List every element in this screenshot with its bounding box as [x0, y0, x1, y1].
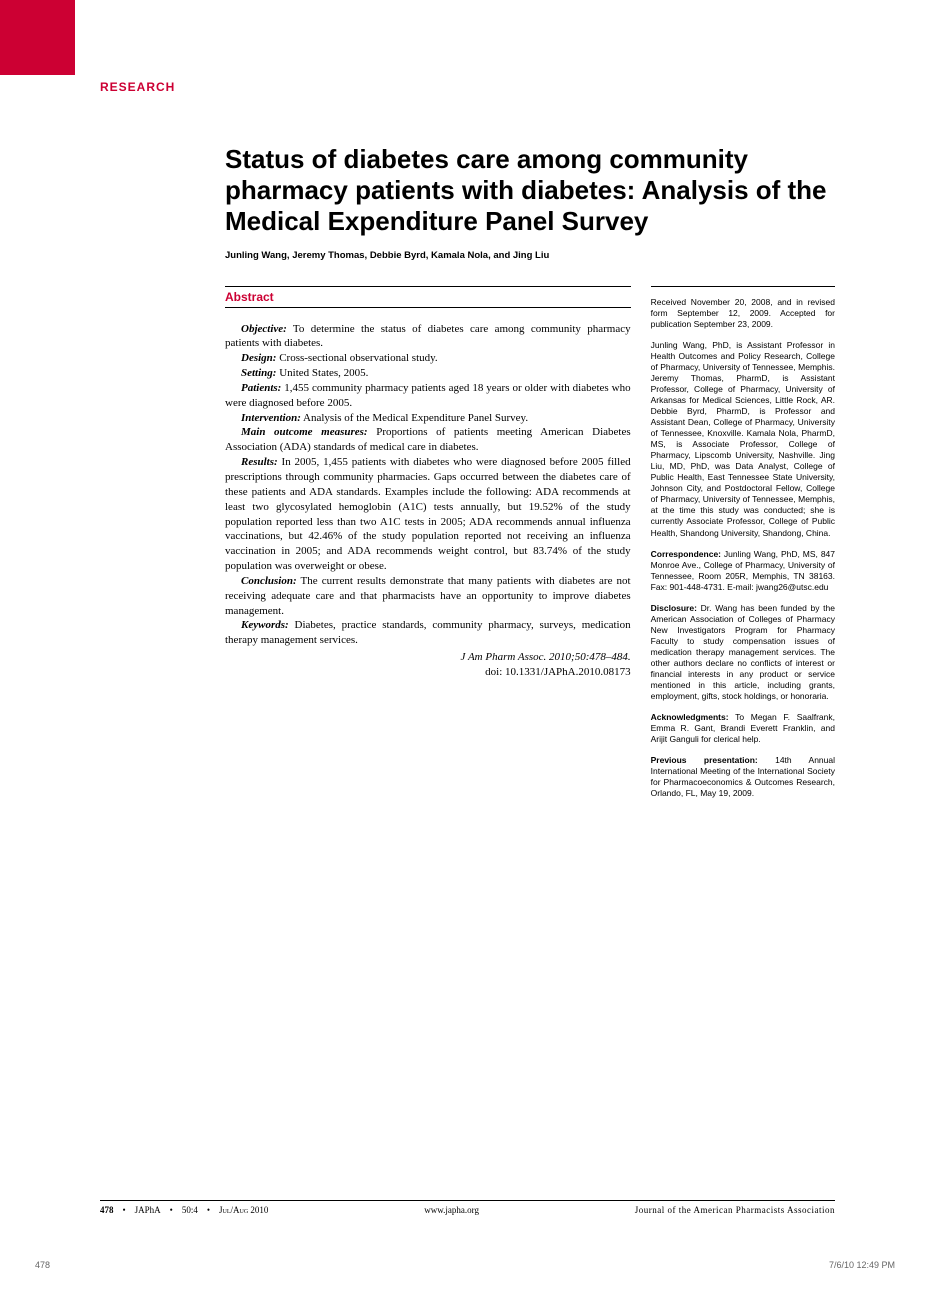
abstract-design: Design: Cross-sectional observational st…: [225, 351, 631, 366]
authors-line: Junling Wang, Jeremy Thomas, Debbie Byrd…: [225, 250, 835, 261]
footer-sep: •: [207, 1205, 210, 1215]
label-intervention: Intervention:: [241, 412, 301, 424]
label-measures: Main outcome measures:: [241, 426, 368, 438]
text-results: In 2005, 1,455 patients with diabetes wh…: [225, 456, 631, 572]
abstract-conclusion: Conclusion: The current results demonstr…: [225, 574, 631, 619]
footer-sep: •: [123, 1205, 126, 1215]
section-label: RESEARCH: [100, 80, 930, 94]
label-patients: Patients:: [241, 382, 281, 394]
text-design: Cross-sectional observational study.: [276, 352, 437, 364]
sidebar-rule: [651, 286, 835, 287]
footer-sep: •: [170, 1205, 173, 1215]
label-results: Results:: [241, 456, 278, 468]
two-column-layout: Abstract Objective: To determine the sta…: [225, 286, 835, 810]
citation: J Am Pharm Assoc. 2010;50:478–484.: [225, 650, 631, 665]
label-keywords: Keywords:: [241, 619, 289, 631]
content-area: Status of diabetes care among community …: [0, 94, 930, 809]
abstract-intervention: Intervention: Analysis of the Medical Ex…: [225, 411, 631, 426]
label-conclusion: Conclusion:: [241, 575, 297, 587]
page-bottom-num: 478: [35, 1260, 50, 1270]
acknowledgments-label: Acknowledgments:: [651, 712, 729, 722]
footer-url: www.japha.org: [424, 1205, 479, 1215]
abstract-objective: Objective: To determine the status of di…: [225, 322, 631, 352]
bios-block: Junling Wang, PhD, is Assistant Professo…: [651, 340, 835, 539]
abstract-setting: Setting: United States, 2005.: [225, 366, 631, 381]
disclosure-block: Disclosure: Dr. Wang has been funded by …: [651, 603, 835, 702]
abstract-header: Abstract: [225, 286, 631, 308]
disclosure-text: Dr. Wang has been funded by the American…: [651, 603, 835, 701]
footer-journal-abbr: JAPhA: [135, 1205, 161, 1215]
label-objective: Objective:: [241, 323, 287, 335]
abstract-patients: Patients: 1,455 community pharmacy patie…: [225, 381, 631, 411]
page-footer: 478 • JAPhA • 50:4 • Jul/Aug 2010 www.ja…: [100, 1200, 835, 1215]
previous-label: Previous presentation:: [651, 755, 758, 765]
text-objective: To determine the status of diabetes care…: [225, 323, 631, 350]
header-section: RESEARCH: [0, 0, 930, 94]
footer-page: 478: [100, 1205, 114, 1215]
text-patients: 1,455 community pharmacy patients aged 1…: [225, 382, 631, 409]
abstract-results: Results: In 2005, 1,455 patients with di…: [225, 455, 631, 574]
footer-journal-full: Journal of the American Pharmacists Asso…: [635, 1205, 835, 1215]
abstract-keywords: Keywords: Diabetes, practice standards, …: [225, 618, 631, 648]
article-title: Status of diabetes care among community …: [225, 144, 835, 238]
page-bottom-meta: 478 7/6/10 12:49 PM: [0, 1260, 930, 1270]
sidebar-column: Received November 20, 2008, and in revis…: [651, 286, 835, 810]
label-setting: Setting:: [241, 367, 276, 379]
corner-accent-block: [0, 0, 75, 75]
abstract-body: Objective: To determine the status of di…: [225, 322, 631, 680]
page-bottom-timestamp: 7/6/10 12:49 PM: [829, 1260, 895, 1270]
previous-block: Previous presentation: 14th Annual Inter…: [651, 755, 835, 799]
footer-volume: 50:4: [182, 1205, 198, 1215]
correspondence-label: Correspondence:: [651, 549, 721, 559]
doi: doi: 10.1331/JAPhA.2010.08173: [225, 665, 631, 680]
footer-left: 478 • JAPhA • 50:4 • Jul/Aug 2010: [100, 1205, 268, 1215]
correspondence-block: Correspondence: Junling Wang, PhD, MS, 8…: [651, 549, 835, 593]
abstract-column: Abstract Objective: To determine the sta…: [225, 286, 631, 810]
footer-date: Jul/Aug 2010: [219, 1205, 268, 1215]
received-block: Received November 20, 2008, and in revis…: [651, 297, 835, 330]
label-design: Design:: [241, 352, 276, 364]
disclosure-label: Disclosure:: [651, 603, 697, 613]
abstract-measures: Main outcome measures: Proportions of pa…: [225, 425, 631, 455]
acknowledgments-block: Acknowledgments: To Megan F. Saalfrank, …: [651, 712, 835, 745]
text-setting: United States, 2005.: [276, 367, 368, 379]
text-intervention: Analysis of the Medical Expenditure Pane…: [301, 412, 528, 424]
